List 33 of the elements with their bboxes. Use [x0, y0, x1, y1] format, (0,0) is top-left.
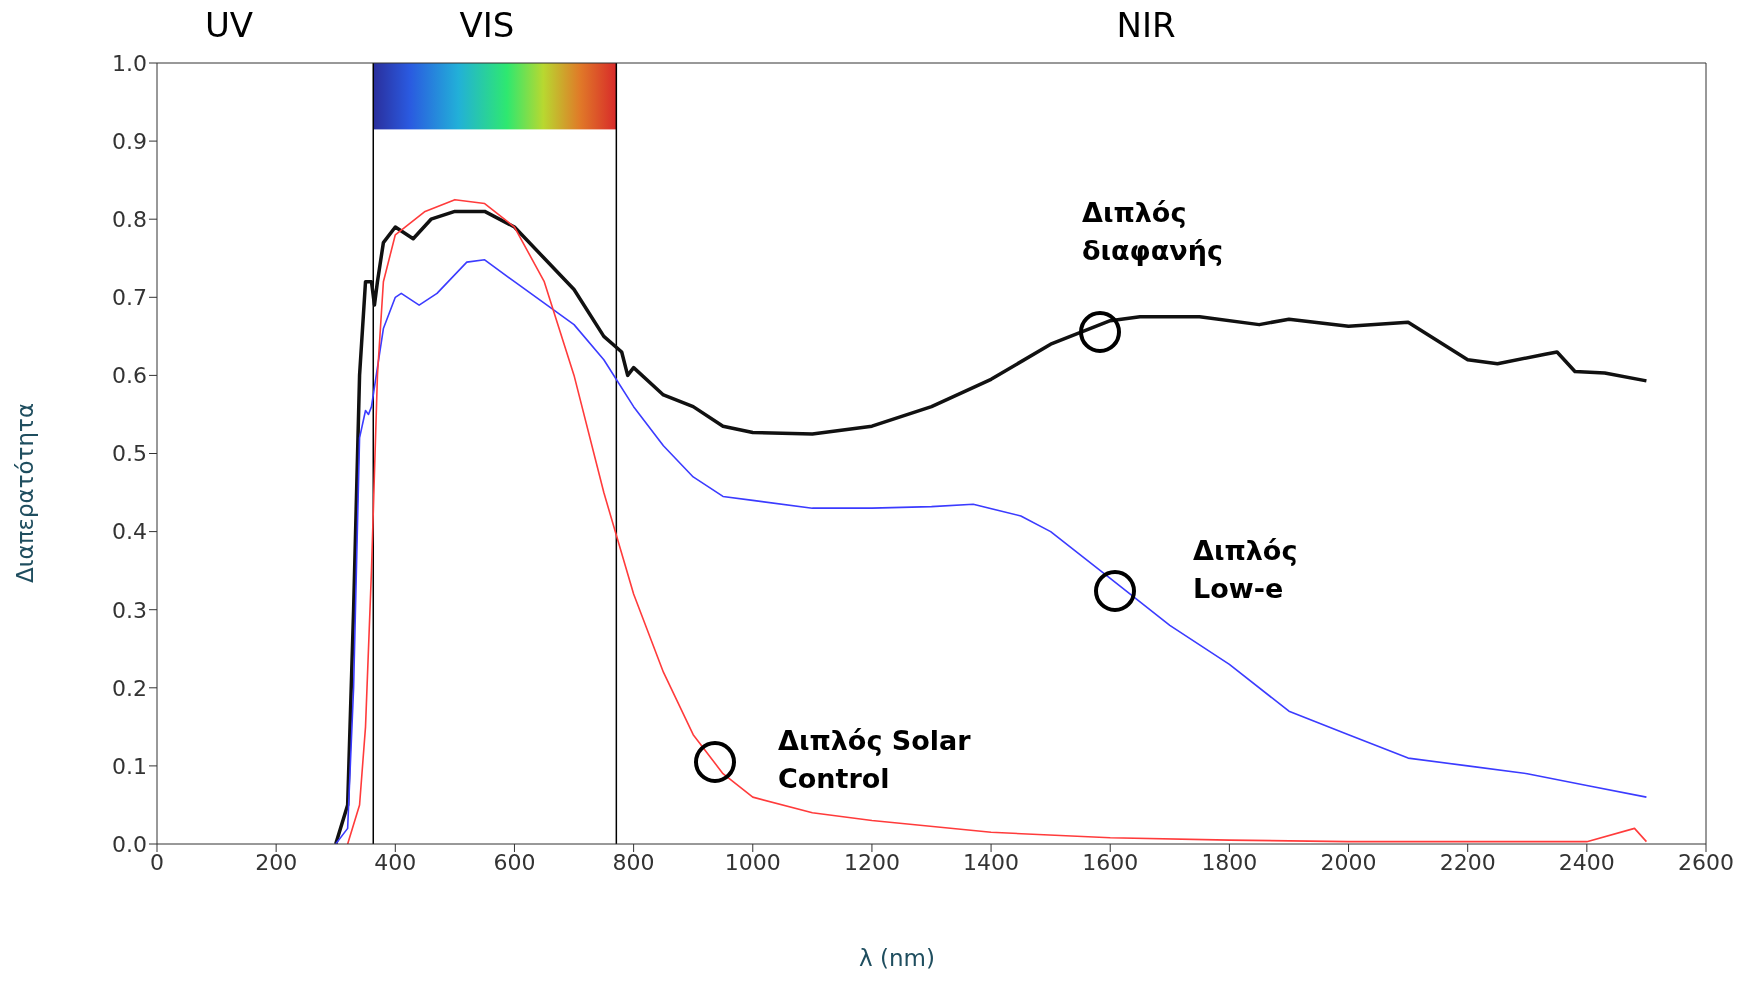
x-tick-label: 800: [612, 849, 655, 875]
x-axis-title: λ (nm): [859, 945, 935, 971]
y-tick-label: 0.6: [112, 363, 147, 389]
x-tick-label: 2400: [1558, 849, 1615, 875]
text: VIS: [459, 4, 515, 45]
x-tick-label: 1200: [843, 849, 900, 875]
y-tick-label: 1.0: [112, 50, 147, 76]
y-tick-label: 0.9: [112, 128, 147, 154]
y-tick-label: 0.8: [112, 207, 147, 233]
x-tick-label: 2200: [1439, 849, 1496, 875]
series-label: Διπλός Solar Control: [778, 725, 972, 794]
y-tick-label: 0.0: [112, 831, 147, 857]
y-tick-label: 0.3: [112, 597, 147, 623]
x-tick-label: 1600: [1082, 849, 1139, 875]
y-tick-label: 0.4: [112, 519, 147, 545]
x-tick-label: 2000: [1320, 849, 1377, 875]
text: NIR: [1116, 4, 1176, 45]
x-tick-label: 2600: [1678, 849, 1734, 875]
x-tick-label: 400: [374, 849, 417, 875]
text: UV: [204, 4, 254, 45]
x-tick-label: 1400: [963, 849, 1020, 875]
y-tick-label: 0.2: [112, 675, 147, 701]
x-tick-label: 1800: [1201, 849, 1258, 875]
y-tick-label: 0.5: [112, 441, 147, 467]
x-tick-label: 200: [255, 849, 298, 875]
series-label: Διπλός Low-e: [1193, 535, 1298, 604]
x-tick-label: 1000: [724, 849, 781, 875]
x-tick-label: 600: [493, 849, 536, 875]
x-tick-label: 0: [150, 849, 164, 875]
series-label: Διπλός διαφανής: [1082, 197, 1223, 266]
y-tick-label: 0.7: [112, 285, 147, 311]
y-axis-title: Διαπερατότητα: [12, 402, 38, 584]
y-tick-label: 0.1: [112, 753, 147, 779]
